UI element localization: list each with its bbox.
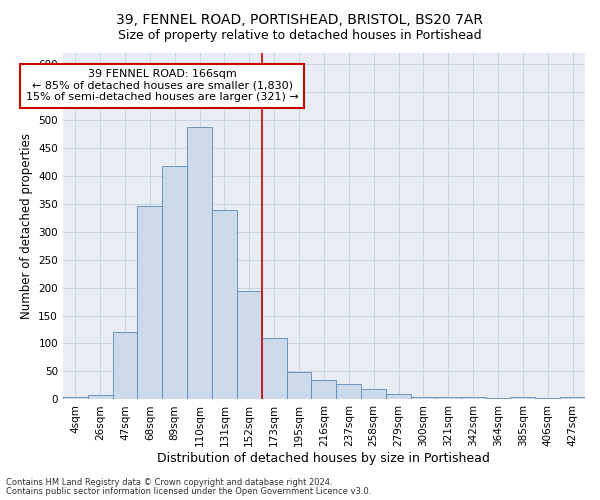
Bar (411, 396, 436, 400)
X-axis label: Distribution of detached houses by size in Portishead: Distribution of detached houses by size … (157, 452, 490, 465)
Y-axis label: Number of detached properties: Number of detached properties (20, 133, 32, 319)
Text: Contains public sector information licensed under the Open Government Licence v3: Contains public sector information licen… (6, 487, 371, 496)
Bar (337, 384, 361, 400)
Bar (113, 332, 137, 400)
Text: 39, FENNEL ROAD, PORTISHEAD, BRISTOL, BS20 7AR: 39, FENNEL ROAD, PORTISHEAD, BRISTOL, BS… (116, 12, 484, 26)
Bar (511, 397, 535, 400)
Bar (237, 292, 262, 400)
Bar (485, 398, 511, 400)
Bar (187, 127, 212, 400)
Text: Size of property relative to detached houses in Portishead: Size of property relative to detached ho… (118, 28, 482, 42)
Bar (436, 397, 461, 400)
Text: 39 FENNEL ROAD: 166sqm
← 85% of detached houses are smaller (1,830)
15% of semi-: 39 FENNEL ROAD: 166sqm ← 85% of detached… (26, 70, 299, 102)
Bar (212, 210, 237, 400)
Bar (137, 206, 162, 400)
Bar (162, 166, 187, 400)
Bar (262, 338, 287, 400)
Bar (535, 398, 560, 400)
Bar (560, 396, 585, 400)
Bar (63, 396, 88, 400)
Bar (461, 397, 485, 400)
Text: Contains HM Land Registry data © Crown copyright and database right 2024.: Contains HM Land Registry data © Crown c… (6, 478, 332, 487)
Bar (311, 380, 337, 400)
Bar (287, 372, 311, 400)
Bar (361, 390, 386, 400)
Bar (88, 395, 113, 400)
Bar (386, 394, 411, 400)
